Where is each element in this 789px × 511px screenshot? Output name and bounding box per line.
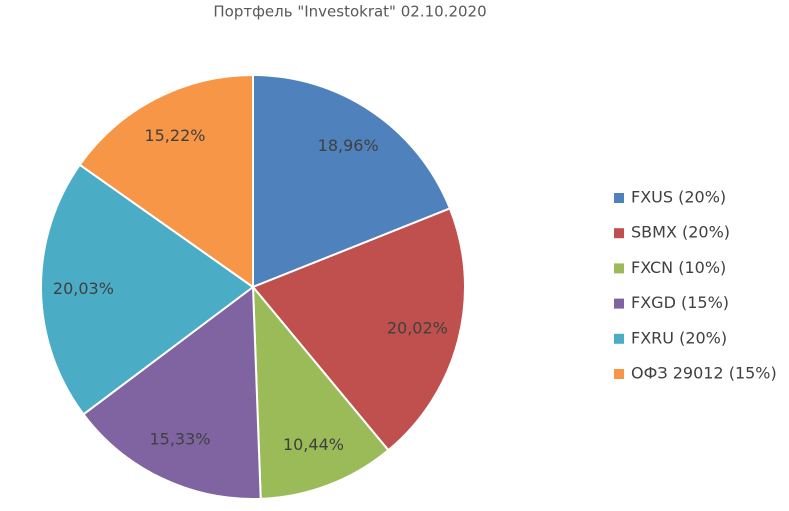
legend-label: FXUS (20%) <box>631 188 726 207</box>
legend-label: SBMX (20%) <box>631 223 730 242</box>
legend-label: FXRU (20%) <box>631 328 727 347</box>
data-label: 15,33% <box>149 430 210 449</box>
legend-label: FXGD (15%) <box>631 293 729 312</box>
data-label: 10,44% <box>283 435 344 454</box>
legend-swatch <box>614 298 624 309</box>
legend-swatch <box>614 263 624 274</box>
legend-swatch <box>614 333 624 344</box>
pie-slice <box>252 73 452 289</box>
chart-title: Портфель "Investokrat" 02.10.2020 <box>213 3 486 21</box>
data-label: 15,22% <box>144 126 205 145</box>
pie-slice <box>251 207 466 452</box>
pie-slice <box>78 73 254 289</box>
legend-swatch <box>614 193 624 203</box>
legend-swatch <box>614 369 624 379</box>
pie-slice <box>40 163 255 416</box>
legend-label: ОФЗ 29012 (15%) <box>631 364 777 383</box>
data-label: 20,03% <box>53 279 114 298</box>
pie-slice <box>82 285 262 500</box>
data-label: 18,96% <box>318 136 379 155</box>
pie-slice <box>251 284 390 500</box>
data-label: 20,02% <box>387 318 448 337</box>
legend-label: FXCN (10%) <box>631 258 726 277</box>
legend-swatch <box>614 228 624 239</box>
